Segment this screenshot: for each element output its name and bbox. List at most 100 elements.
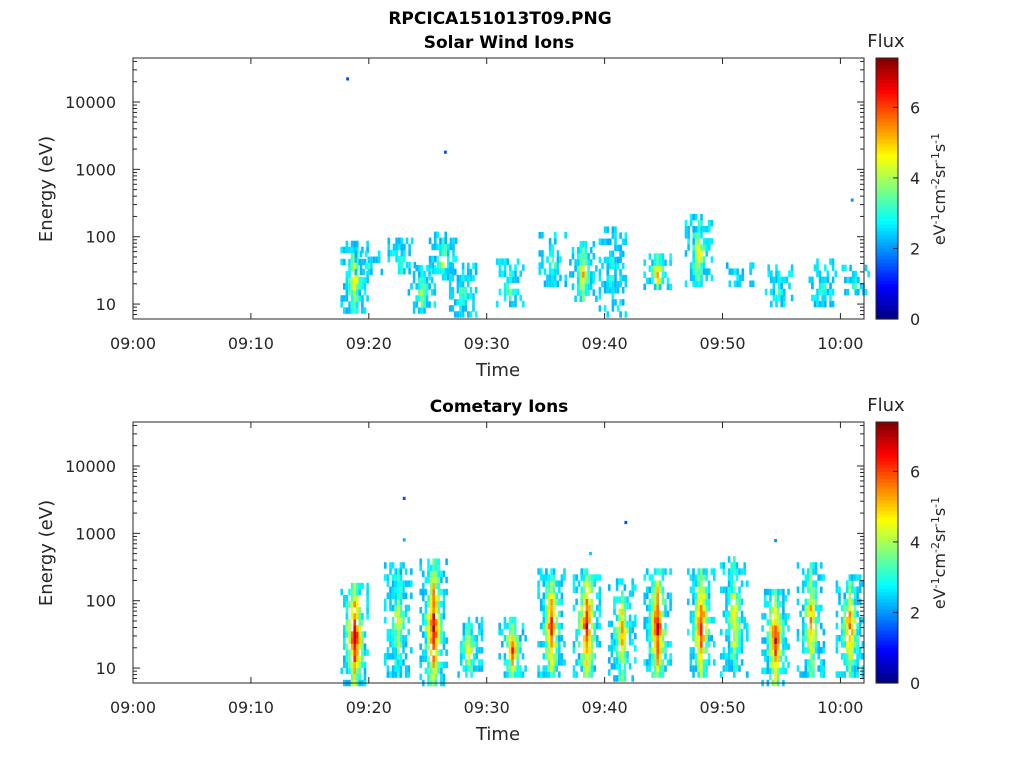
heatmap-cell: [776, 649, 780, 656]
colorbar-segment: [876, 422, 898, 427]
heatmap-cell: [469, 311, 473, 318]
heatmap-cell: [353, 619, 356, 626]
heatmap-cell: [700, 262, 703, 269]
heatmap-cell: [631, 675, 634, 682]
heatmap-cell: [399, 568, 403, 575]
heatmap-cell: [440, 631, 443, 638]
heatmap-cell: [430, 289, 434, 296]
heatmap-cell: [646, 568, 649, 575]
heatmap-cell: [784, 643, 788, 650]
heatmap-cell: [614, 287, 617, 294]
heatmap-cell: [397, 580, 400, 587]
heatmap-cell: [513, 628, 517, 636]
heatmap-cell: [580, 604, 583, 612]
heatmap-cell: [356, 264, 359, 272]
heatmap-cell: [727, 556, 731, 563]
heatmap-cell: [358, 588, 362, 596]
heatmap-cell: [689, 219, 693, 227]
heatmap-cell: [608, 657, 611, 664]
heatmap-cell: [702, 256, 706, 263]
heatmap-cell: [550, 641, 553, 648]
heatmap-cell: [697, 250, 701, 257]
heatmap-cell: [551, 274, 554, 281]
heatmap-cell: [514, 288, 517, 296]
heatmap-cell: [420, 271, 424, 278]
heatmap-cell: [751, 280, 755, 287]
heatmap-cell: [776, 619, 780, 626]
heatmap-cell: [831, 288, 835, 296]
colorbar-segment: [876, 259, 898, 264]
heatmap-cell: [545, 580, 548, 587]
heatmap-cell: [853, 665, 857, 672]
colorbar-segment: [876, 492, 898, 497]
heatmap-cell: [814, 598, 818, 606]
colorbar-segment: [876, 503, 898, 508]
heatmap-cell: [498, 264, 502, 271]
heatmap-cell: [348, 625, 351, 632]
heatmap-cell: [441, 237, 445, 245]
heatmap-cell: [700, 641, 703, 648]
heatmap-cell: [358, 661, 362, 669]
heatmap-cell: [552, 586, 556, 593]
heatmap-cell: [554, 280, 557, 287]
heatmap-cell: [356, 582, 359, 590]
heatmap-cell: [585, 580, 589, 587]
heatmap-cell: [391, 628, 395, 636]
heatmap-cell: [725, 586, 728, 593]
colorbar-segment: [876, 149, 898, 154]
heatmap-cell: [705, 665, 708, 672]
heatmap-cell: [774, 667, 777, 675]
heatmap-cell: [343, 655, 346, 662]
heatmap-cell: [606, 262, 609, 270]
colorbar-segment: [876, 496, 898, 501]
heatmap-cell: [666, 277, 670, 285]
heatmap-cell: [722, 665, 726, 672]
heatmap-cell: [419, 564, 422, 572]
heatmap-cell: [454, 268, 457, 276]
heatmap-cell: [824, 276, 827, 284]
heatmap-cell: [585, 647, 589, 654]
heatmap-cell: [464, 305, 467, 312]
heatmap-cell: [545, 628, 548, 636]
heatmap-cell: [389, 671, 392, 678]
heatmap-cell: [465, 635, 468, 642]
heatmap-cell: [707, 580, 711, 587]
heatmap-cell: [669, 604, 672, 612]
heatmap-cell: [589, 259, 593, 266]
heatmap-cell: [415, 301, 418, 308]
heatmap-cell: [437, 607, 441, 614]
heatmap-cell: [386, 635, 390, 642]
heatmap-cell: [399, 610, 403, 618]
heatmap-cell: [590, 610, 594, 618]
heatmap-cell: [348, 264, 351, 272]
heatmap-cell: [659, 283, 662, 291]
heatmap-cell: [521, 671, 525, 678]
heatmap-cell: [345, 619, 349, 626]
heatmap-cell: [432, 619, 435, 626]
heatmap-cell: [418, 283, 421, 290]
heatmap-cell: [784, 594, 788, 602]
heatmap-cell: [856, 647, 859, 654]
heatmap-cell: [643, 598, 646, 606]
heatmap-cell: [713, 616, 716, 624]
heatmap-cell: [513, 647, 517, 654]
heatmap-cell: [511, 628, 514, 636]
heatmap-cell: [551, 244, 554, 251]
heatmap-cell: [503, 659, 507, 666]
heatmap-cell: [779, 588, 783, 596]
heatmap-cell: [853, 610, 857, 618]
heatmap-cell: [692, 213, 695, 221]
colorbar-tick-label: 0: [910, 310, 920, 329]
heatmap-cell: [402, 659, 405, 666]
heatmap-cell: [584, 253, 588, 260]
heatmap-cell: [598, 293, 602, 300]
heatmap-cell: [459, 293, 462, 300]
heatmap-cell: [727, 592, 731, 599]
heatmap-cell: [555, 592, 558, 599]
heatmap-cell: [661, 259, 665, 266]
heatmap-cell: [697, 592, 700, 599]
heatmap-cell: [580, 592, 583, 599]
heatmap-cell: [552, 622, 556, 630]
heatmap-cell: [804, 628, 808, 636]
heatmap-cell: [348, 246, 351, 254]
